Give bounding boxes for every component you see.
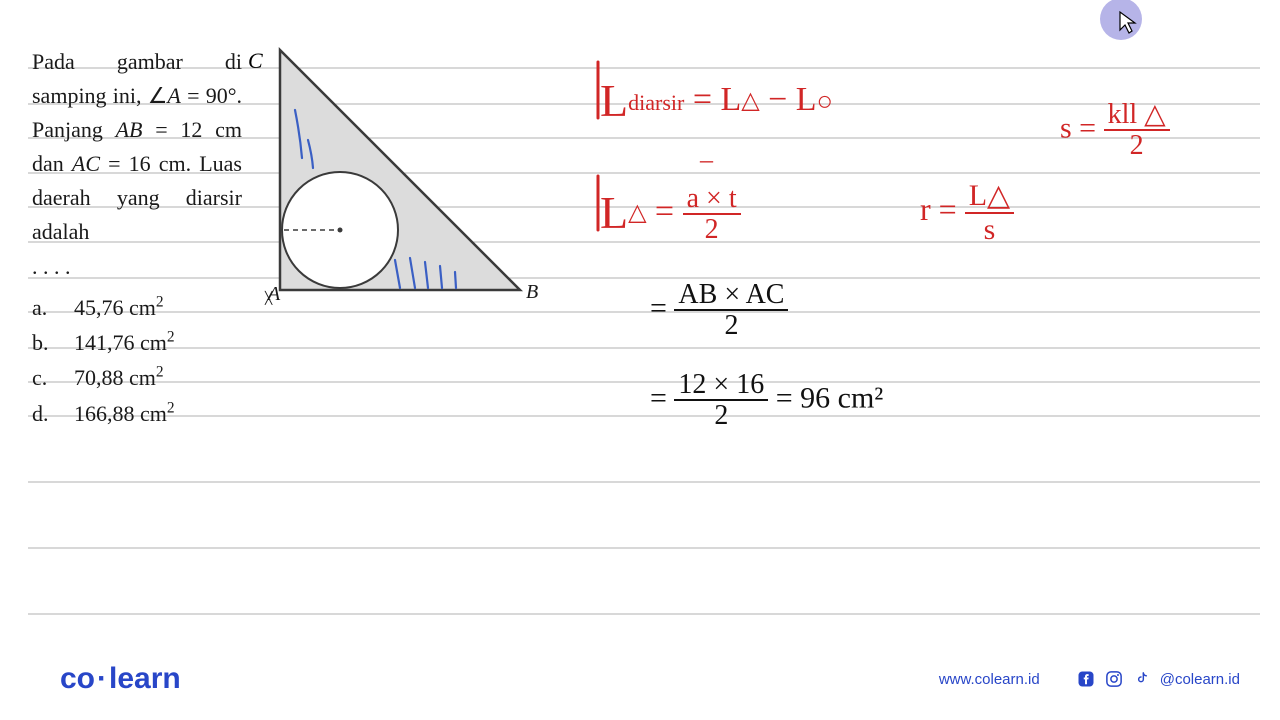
option-label: b.	[32, 325, 74, 360]
site-url: www.colearn.id	[939, 671, 1040, 688]
option-value: 70,88 cm2	[74, 360, 164, 395]
tiktok-icon	[1132, 669, 1152, 689]
option-a: a. 45,76 cm2	[32, 290, 175, 325]
work-s-formula: s = kll △ 2	[1060, 100, 1170, 161]
work-line-ltriangle: L△ = a × t 2	[600, 180, 741, 245]
social-handle: @colearn.id	[1160, 671, 1240, 688]
work-r-formula: r = L△ s	[920, 180, 1014, 245]
red-l-stroke-icon	[592, 172, 610, 240]
instagram-icon	[1104, 669, 1124, 689]
answer-options: a. 45,76 cm2 b. 141,76 cm2 c. 70,88 cm2 …	[32, 290, 175, 431]
work-step-abac: = AB × AC 2	[650, 280, 788, 341]
brand-logo: co·learn	[60, 662, 181, 696]
cursor-halo	[1100, 0, 1142, 40]
facebook-icon	[1076, 669, 1096, 689]
red-l-stroke-icon	[592, 58, 610, 128]
option-c: c. 70,88 cm2	[32, 360, 175, 395]
social-block: @colearn.id	[1076, 669, 1240, 689]
option-b: b. 141,76 cm2	[32, 325, 175, 360]
svg-text:╳: ╳	[264, 290, 273, 305]
work-line-ldiarsir: Ldiarsir = L△ − L○	[600, 68, 833, 121]
svg-text:B: B	[526, 281, 538, 303]
work-step-result: = 12 × 16 2 = 96 cm²	[650, 370, 883, 431]
option-label: a.	[32, 290, 74, 325]
option-d: d. 166,88 cm2	[32, 396, 175, 431]
option-value: 141,76 cm2	[74, 325, 175, 360]
option-value: 166,88 cm2	[74, 396, 175, 431]
option-label: c.	[32, 360, 74, 395]
work-dash: –	[700, 145, 713, 175]
option-label: d.	[32, 396, 74, 431]
geometry-diagram: A ╳ B	[260, 40, 550, 310]
option-value: 45,76 cm2	[74, 290, 164, 325]
footer-bar: co·learn www.colearn.id @colearn.id	[0, 662, 1280, 696]
problem-text: Pada gambar di samping ini, ∠A = 90°. Pa…	[32, 45, 242, 284]
